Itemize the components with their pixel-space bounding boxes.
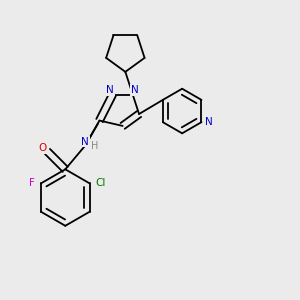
- Text: H: H: [91, 141, 98, 151]
- Text: N: N: [131, 85, 139, 95]
- Text: N: N: [205, 117, 213, 127]
- Text: N: N: [106, 85, 114, 95]
- Text: Cl: Cl: [95, 178, 105, 188]
- Text: F: F: [29, 178, 35, 188]
- Text: N: N: [82, 136, 89, 146]
- Text: O: O: [38, 143, 46, 154]
